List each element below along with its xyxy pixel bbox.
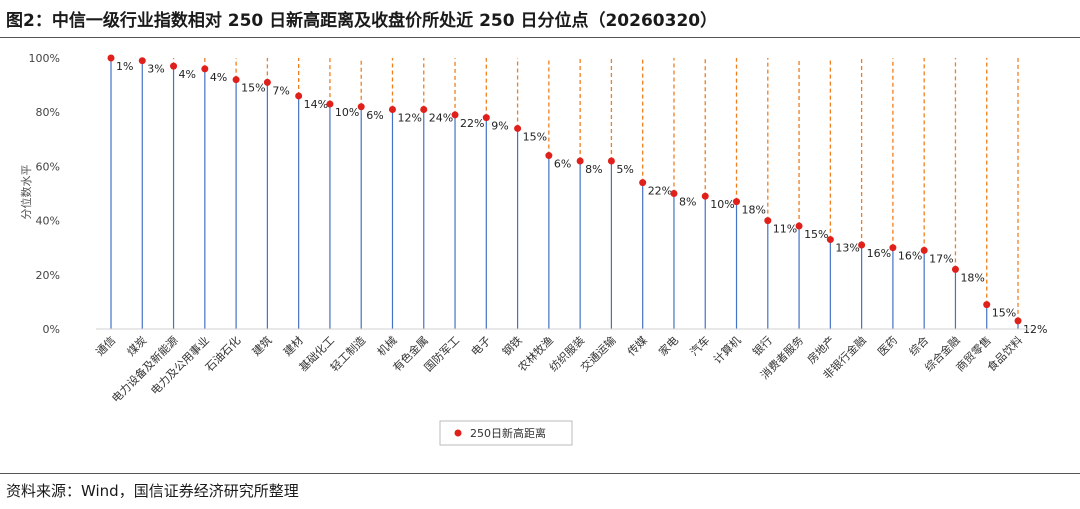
data-label: 16% bbox=[867, 247, 891, 260]
y-axis: 0% 20% 40% 60% 80% 100% bbox=[29, 52, 60, 336]
source-note: 资料来源：Wind，国信证券经济研究所整理 bbox=[6, 482, 299, 500]
data-label: 11% bbox=[773, 223, 797, 236]
data-point bbox=[951, 265, 959, 273]
category-label: 钢铁 bbox=[500, 334, 525, 359]
data-label: 3% bbox=[147, 63, 164, 76]
category-label: 电子 bbox=[469, 334, 494, 359]
data-label: 1% bbox=[116, 60, 133, 73]
category-label: 食品饮料 bbox=[984, 333, 1025, 374]
data-point bbox=[232, 76, 240, 84]
data-point bbox=[607, 157, 615, 165]
category-label: 交通运输 bbox=[578, 333, 619, 374]
data-point bbox=[451, 111, 459, 119]
bottom-divider bbox=[0, 473, 1080, 474]
data-point bbox=[920, 246, 928, 254]
data-point bbox=[514, 124, 522, 132]
category-label: 石油石化 bbox=[202, 333, 243, 374]
data-label: 12% bbox=[1023, 323, 1047, 336]
data-label: 15% bbox=[992, 307, 1016, 320]
data-point bbox=[357, 103, 365, 111]
data-point bbox=[107, 54, 115, 62]
data-point bbox=[639, 179, 647, 187]
category-label: 机械 bbox=[374, 333, 399, 358]
data-label: 13% bbox=[835, 242, 859, 255]
data-label: 15% bbox=[804, 228, 828, 241]
y-tick-label: 40% bbox=[36, 215, 60, 228]
category-label: 综合 bbox=[906, 333, 931, 358]
category-label: 建筑 bbox=[249, 333, 274, 358]
legend-marker bbox=[454, 429, 462, 437]
data-label: 10% bbox=[335, 106, 359, 119]
y-tick-label: 0% bbox=[43, 323, 60, 336]
y-tick-label: 60% bbox=[36, 160, 60, 173]
y-axis-label: 分位数水平 bbox=[19, 165, 33, 220]
data-label: 9% bbox=[491, 120, 508, 133]
category-label: 汽车 bbox=[687, 333, 712, 358]
category-label: 建材 bbox=[280, 333, 305, 358]
data-label: 24% bbox=[429, 111, 453, 124]
data-point bbox=[170, 62, 178, 70]
y-tick-label: 80% bbox=[36, 106, 60, 119]
data-point bbox=[826, 236, 834, 244]
data-label: 18% bbox=[742, 204, 766, 217]
data-label: 6% bbox=[366, 109, 383, 122]
data-point bbox=[1014, 317, 1022, 325]
data-label: 14% bbox=[304, 98, 328, 111]
data-point bbox=[545, 152, 553, 160]
category-label: 国防军工 bbox=[421, 333, 462, 374]
data-point bbox=[420, 105, 428, 113]
data-label: 7% bbox=[272, 84, 289, 97]
data-label: 6% bbox=[554, 158, 571, 171]
data-point bbox=[263, 78, 271, 86]
category-label: 通信 bbox=[93, 334, 118, 359]
data-label: 4% bbox=[179, 68, 196, 81]
data-label: 8% bbox=[679, 196, 696, 209]
data-label: 17% bbox=[929, 252, 953, 265]
data-point bbox=[889, 244, 897, 252]
data-point bbox=[858, 241, 866, 249]
data-label: 22% bbox=[648, 185, 672, 198]
data-point bbox=[670, 190, 678, 197]
category-label: 煤炭 bbox=[125, 334, 150, 359]
data-point bbox=[701, 192, 709, 200]
data-point bbox=[576, 157, 584, 165]
data-point bbox=[326, 100, 334, 108]
top-divider bbox=[0, 37, 1080, 38]
data-label: 16% bbox=[898, 250, 922, 263]
figure-title: 图2：中信一级行业指数相对 250 日新高距离及收盘价所处近 250 日分位点（… bbox=[6, 11, 718, 31]
data-point bbox=[733, 198, 741, 206]
data-label: 18% bbox=[960, 271, 984, 284]
category-label: 医药 bbox=[875, 334, 900, 359]
lollipop-chart: 0% 20% 40% 60% 80% 100% 分位数水平 1% 3% 4% 4% 15% 7% 14… bbox=[19, 52, 1047, 446]
data-point bbox=[138, 57, 146, 65]
legend-label: 250日新高距离 bbox=[470, 426, 546, 440]
data-label: 12% bbox=[397, 111, 421, 124]
data-label: 5% bbox=[616, 163, 633, 176]
data-point bbox=[388, 105, 396, 113]
data-point bbox=[201, 65, 209, 73]
data-point bbox=[482, 114, 490, 122]
data-label: 4% bbox=[210, 71, 227, 84]
plot-area: 1% 3% 4% 4% 15% 7% 14% 10% 6% 12% 24% 22% 9% 15% 6% 8% 5… bbox=[107, 54, 1047, 336]
category-label: 轻工制造 bbox=[327, 333, 368, 374]
data-label: 8% bbox=[585, 163, 602, 176]
data-point bbox=[795, 222, 803, 230]
data-label: 15% bbox=[523, 130, 547, 143]
data-label: 15% bbox=[241, 82, 265, 95]
data-point bbox=[764, 217, 772, 225]
category-label: 家电 bbox=[656, 333, 681, 358]
data-point bbox=[295, 92, 303, 100]
category-label: 传媒 bbox=[625, 334, 650, 359]
data-label: 22% bbox=[460, 117, 484, 130]
data-point bbox=[983, 301, 991, 309]
category-label: 计算机 bbox=[710, 333, 743, 366]
data-label: 10% bbox=[710, 198, 734, 211]
y-tick-label: 20% bbox=[36, 269, 60, 282]
legend: 250日新高距离 bbox=[439, 420, 573, 446]
legend-box bbox=[439, 420, 573, 446]
y-tick-label: 100% bbox=[29, 52, 60, 65]
category-label: 银行 bbox=[749, 333, 774, 358]
